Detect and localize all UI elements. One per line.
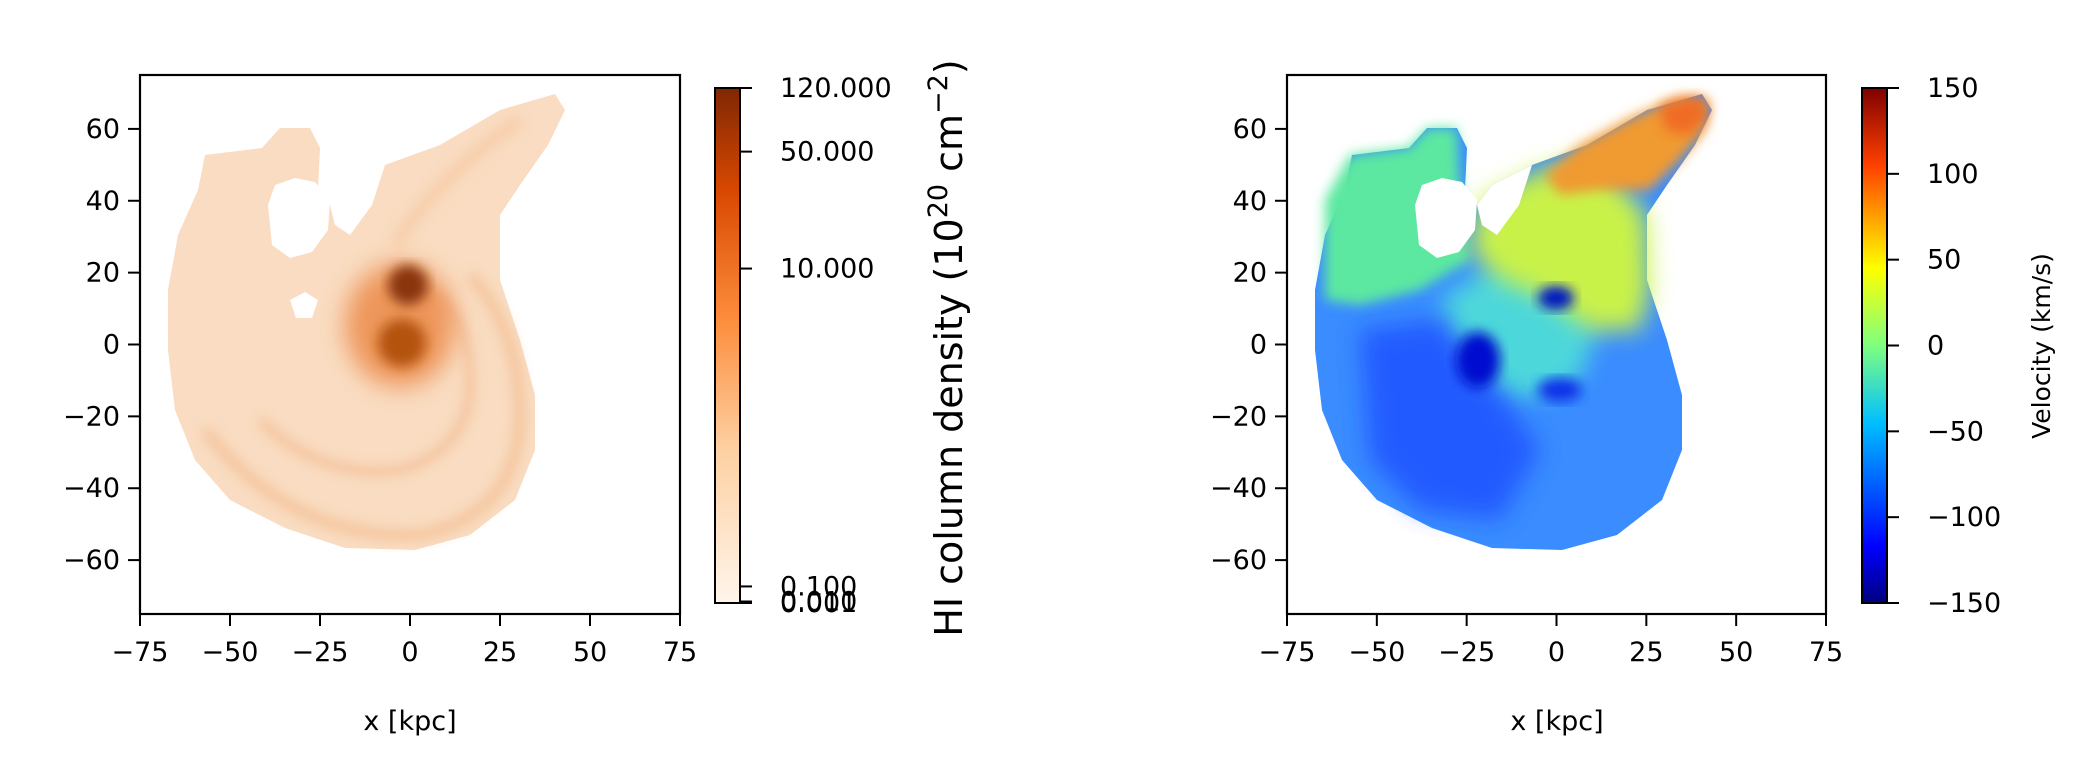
velocity-deep-blue-north (1538, 286, 1574, 310)
density-arm-inner (257, 286, 475, 476)
colorbar-tick-label: 50.000 (780, 137, 874, 168)
colorbar-tick-label: 0.001 (780, 588, 857, 619)
density-colorbar-label: HI column density (1020 cm−2) (923, 59, 971, 636)
y-tick-label: −60 (63, 545, 120, 576)
colorbar-tick-label: 50 (1927, 245, 1961, 276)
velocity-panel: −75 −50 −25 0 25 50 75 60 40 20 0 −20 −40 −60 x [kpc… (1210, 73, 2056, 737)
velocity-colorbar-label: Velocity (km/s) (2027, 253, 2056, 439)
colorbar-label-suffix: ) (927, 59, 971, 74)
colorbar-label-mid: cm (927, 114, 971, 184)
density-core-north (388, 265, 428, 305)
y-tick-label: 40 (1233, 186, 1267, 217)
velocity-map (1315, 94, 1712, 550)
colorbar-tick-label: −100 (1927, 502, 2001, 533)
velocity-tail-red (1660, 96, 1708, 135)
y-tick-label: −20 (1210, 401, 1267, 432)
x-tick-label: −75 (1259, 637, 1316, 668)
colorbar-tick-label: −50 (1927, 416, 1984, 447)
velocity-south-blue (1360, 320, 1540, 520)
colorbar-tick-label: 150 (1927, 73, 1979, 104)
velocity-y-ticks: 60 40 20 0 −20 −40 −60 (1210, 114, 1287, 576)
x-tick-label: −75 (112, 637, 169, 668)
x-tick-label: −25 (292, 637, 349, 668)
y-tick-label: −60 (1210, 545, 1267, 576)
density-core-south (378, 319, 426, 367)
velocity-hole (1415, 178, 1477, 258)
y-tick-label: 20 (86, 258, 120, 289)
velocity-blue-knot (1538, 378, 1582, 402)
colorbar-tick-label: 120.000 (780, 73, 892, 104)
density-panel: −75 −50 −25 0 25 50 75 60 40 20 0 −20 −40 −60 x [kpc… (63, 59, 971, 737)
x-tick-label: 0 (401, 637, 418, 668)
x-tick-label: −50 (1348, 637, 1405, 668)
y-tick-label: 0 (103, 330, 120, 361)
x-tick-label: −25 (1438, 637, 1495, 668)
x-tick-label: −50 (202, 637, 259, 668)
y-tick-label: −40 (63, 473, 120, 504)
colorbar-tick-label: 100 (1927, 159, 1979, 190)
colorbar-tick-label: −150 (1927, 588, 2001, 619)
density-y-ticks: 60 40 20 0 −20 −40 −60 (63, 114, 140, 576)
velocity-x-ticks: −75 −50 −25 0 25 50 75 (1259, 614, 1843, 668)
density-hole (268, 178, 330, 258)
colorbar-tick-label: 0 (1927, 331, 1944, 362)
y-tick-label: 0 (1250, 330, 1267, 361)
y-tick-label: 20 (1233, 258, 1267, 289)
x-tick-label: 50 (1719, 637, 1753, 668)
y-tick-label: 60 (86, 114, 120, 145)
density-map (168, 94, 565, 550)
density-notch (330, 165, 385, 235)
y-tick-label: 40 (86, 186, 120, 217)
density-x-ticks: −75 −50 −25 0 25 50 75 (112, 614, 697, 668)
colorbar-tick-label: 0.010 (780, 586, 857, 617)
density-tail-arm (389, 115, 524, 249)
velocity-west-green (1325, 128, 1470, 305)
density-arm-outer (201, 271, 526, 541)
x-tick-label: 25 (1629, 637, 1663, 668)
colorbar-label-exponent-2: −2 (923, 74, 954, 114)
y-tick-label: −20 (63, 401, 120, 432)
x-tick-label: 75 (1809, 637, 1843, 668)
density-hole-2 (290, 292, 318, 318)
x-tick-label: 25 (483, 637, 517, 668)
x-tick-label: 0 (1548, 637, 1565, 668)
velocity-x-axis-label: x [kpc] (1510, 706, 1603, 737)
colorbar-tick-label: 0.100 (780, 571, 857, 602)
colorbar-tick-label: 10.000 (780, 254, 874, 285)
velocity-notch (1477, 165, 1532, 235)
density-colorbar (714, 87, 741, 604)
colorbar-label-prefix: HI column density (10 (927, 218, 971, 636)
velocity-colorbar (1861, 87, 1888, 604)
x-tick-label: 75 (663, 637, 697, 668)
density-x-axis-label: x [kpc] (363, 706, 456, 737)
y-tick-label: 60 (1233, 114, 1267, 145)
y-tick-label: −40 (1210, 473, 1267, 504)
colorbar-label-exponent-1: 20 (923, 184, 954, 218)
velocity-colorbar-ticks: 150 100 50 0 −50 −100 −150 (1887, 73, 2001, 619)
x-tick-label: 50 (573, 637, 607, 668)
velocity-deep-blue-west (1456, 332, 1500, 388)
